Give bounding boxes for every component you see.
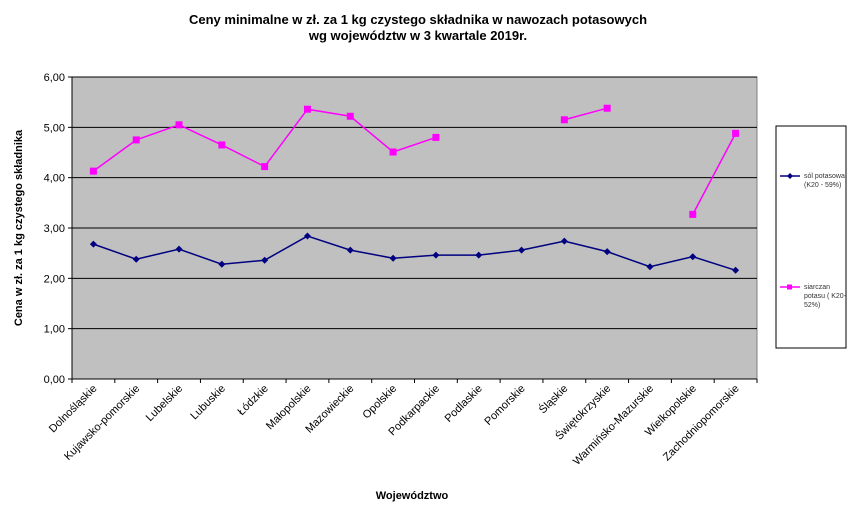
grid-lines xyxy=(72,76,757,330)
data-point xyxy=(346,112,354,120)
data-point xyxy=(689,210,697,218)
series-line xyxy=(564,107,608,121)
x-tick-label: Podlaskie xyxy=(443,383,485,425)
legend-label: 52%) xyxy=(804,302,820,309)
data-point xyxy=(89,167,97,175)
y-axis-title: Cena w zł. za 1 kg czystego składnika xyxy=(13,129,25,326)
data-point xyxy=(175,245,183,253)
legend-label: potasu ( K20- xyxy=(804,293,847,300)
y-tick-label: 2,00 xyxy=(44,273,65,285)
series-2 xyxy=(89,104,740,218)
legend-box xyxy=(775,125,847,349)
series-layer xyxy=(89,104,740,274)
x-tick-label: Opolskie xyxy=(360,383,399,422)
legend-marker xyxy=(787,284,792,290)
x-tick-label: Łódzkie xyxy=(235,383,270,418)
data-point xyxy=(132,255,140,263)
data-point xyxy=(89,240,97,248)
series-line xyxy=(692,133,737,215)
x-tick-label: Kujawsko-pomorskie xyxy=(62,383,142,463)
x-tick-label: Lubelskie xyxy=(144,383,185,424)
data-point xyxy=(560,237,568,245)
data-point xyxy=(603,248,611,256)
data-point xyxy=(261,256,269,264)
data-point xyxy=(218,260,226,268)
data-point xyxy=(303,105,311,113)
data-point xyxy=(303,232,311,240)
series-1 xyxy=(89,232,740,274)
data-point xyxy=(732,266,740,274)
data-point xyxy=(518,246,526,254)
data-point xyxy=(732,129,740,137)
x-tick-label: Zachodniopomorskie xyxy=(661,383,742,464)
legend: sól potasowa (K20 - 59%) siarczan potasu ( … xyxy=(780,173,847,309)
data-point xyxy=(646,263,654,271)
data-point xyxy=(389,254,397,262)
data-point xyxy=(218,141,226,149)
y-tick-label: 4,00 xyxy=(44,173,65,185)
legend-marker xyxy=(787,173,793,179)
x-tick-label: Pomorskie xyxy=(482,383,527,428)
data-point xyxy=(132,136,140,144)
data-point xyxy=(432,251,440,259)
data-point xyxy=(175,121,183,129)
legend-label: siarczan xyxy=(804,284,830,291)
data-point xyxy=(689,253,697,261)
data-point xyxy=(346,246,354,254)
y-tick-label: 0,00 xyxy=(44,374,65,386)
data-point xyxy=(560,116,568,124)
data-point xyxy=(389,148,397,156)
x-tick-label: Śląskie xyxy=(536,382,570,416)
y-tick-label: 5,00 xyxy=(44,122,65,134)
data-point xyxy=(432,133,440,141)
x-tick-label: Lubuskie xyxy=(188,383,228,423)
x-axis-title: Województwo xyxy=(376,490,449,502)
legend-label: sól potasowa xyxy=(804,173,845,180)
chart-title-line-2: wg województw w 3 kwartale 2019r. xyxy=(308,28,527,43)
data-point xyxy=(603,104,611,112)
data-point xyxy=(475,251,483,259)
series-line xyxy=(93,235,736,271)
data-point xyxy=(261,163,269,171)
y-tick-label: 6,00 xyxy=(44,72,65,84)
legend-label: (K20 - 59%) xyxy=(804,182,841,189)
y-tick-label: 3,00 xyxy=(44,223,65,235)
y-tick-label: 1,00 xyxy=(44,324,65,336)
chart-title-line-1: Ceny minimalne w zł. za 1 kg czystego sk… xyxy=(189,12,647,27)
x-tick-label: Warmińsko-Mazurskie xyxy=(571,383,656,468)
